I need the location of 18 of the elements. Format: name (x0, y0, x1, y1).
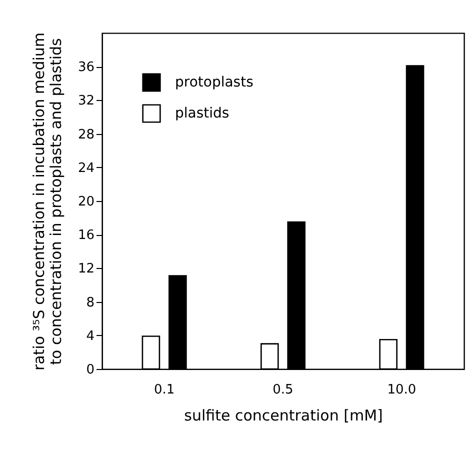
y-tick-label: 36 (78, 60, 94, 76)
text: to concentration in protoplasts and plastids (46, 38, 65, 365)
text: ratio ³⁵S concentration in incubation medium (30, 32, 48, 371)
x-tick-label: 0.5 (272, 382, 294, 398)
y-tick-label: 12 (78, 262, 94, 277)
legend-label: protoplasts (175, 74, 254, 90)
y-tick-label: 20 (78, 194, 94, 210)
y-tick-label: 24 (78, 160, 94, 176)
y-tick-label: 16 (78, 228, 94, 244)
legend-label: plastids (175, 106, 230, 122)
x-axis-title: sulfite concentration [mM] (184, 406, 383, 424)
y-tick-label: 28 (78, 127, 94, 142)
y-tick-label: 32 (78, 94, 94, 109)
x-tick-label: 10.0 (387, 382, 416, 398)
y-tick-label: 0 (86, 362, 94, 378)
y-tick-label: 4 (86, 328, 94, 344)
y-tick-label: 8 (86, 295, 94, 310)
x-tick-label: 0.1 (154, 382, 175, 398)
